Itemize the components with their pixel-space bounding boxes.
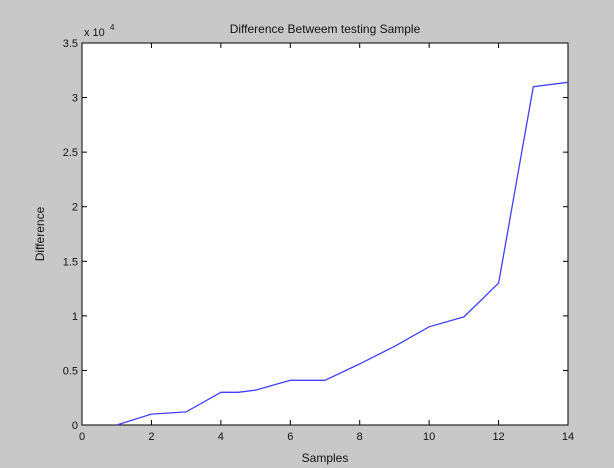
y-exponent-power: 4 <box>110 23 115 32</box>
y-tick-label: 1.5 <box>63 256 78 268</box>
y-tick-label: 3.5 <box>63 38 78 50</box>
x-tick-label: 10 <box>423 431 435 443</box>
chart-title: Difference Betweem testing Sample <box>230 22 421 36</box>
y-tick-label: 1 <box>72 311 78 323</box>
y-tick-label: 3 <box>72 93 78 105</box>
series-line <box>116 81 569 426</box>
y-tick-label: 0.5 <box>63 365 78 377</box>
x-tick-label: 0 <box>79 431 85 443</box>
x-axis-ticks: 0 2 4 6 8 10 12 14 <box>79 43 574 443</box>
y-tick-label: 2 <box>72 202 78 214</box>
y-tick-label: 0 <box>72 420 78 432</box>
y-tick-label: 2.5 <box>63 147 78 159</box>
x-tick-label: 2 <box>148 431 154 443</box>
plot-area <box>81 42 569 426</box>
x-tick-label: 14 <box>562 431 574 443</box>
y-axis-ticks: 0 0.5 1 1.5 2 2.5 3 3.5 <box>63 38 568 432</box>
x-tick-label: 12 <box>492 431 504 443</box>
x-tick-label: 4 <box>218 431 224 443</box>
x-axis-label: Samples <box>302 451 349 465</box>
x-tick-label: 6 <box>287 431 293 443</box>
y-exponent: x 10 <box>84 27 105 39</box>
x-tick-label: 8 <box>357 431 363 443</box>
y-axis-label: Difference <box>33 206 47 261</box>
